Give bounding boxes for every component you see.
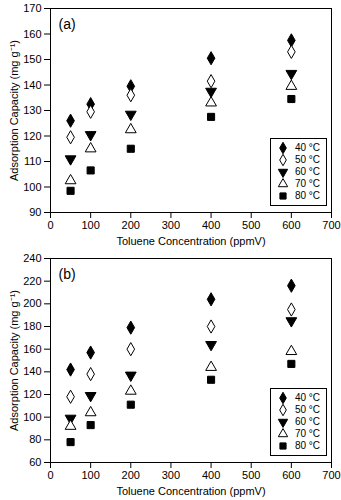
- svg-text:500: 500: [242, 219, 260, 231]
- svg-text:700: 700: [322, 469, 340, 481]
- svg-text:100: 100: [23, 411, 41, 423]
- html-text:50 °C: 50 °C: [294, 404, 320, 415]
- svg-text:Toluene Concentration (ppmV): Toluene Concentration (ppmV): [116, 235, 265, 247]
- svg-text:Adsorption Capacity (mg g⁻¹): Adsorption Capacity (mg g⁻¹): [8, 40, 20, 181]
- svg-text:100: 100: [81, 219, 99, 231]
- svg-text:160: 160: [23, 343, 41, 355]
- html-text:80 °C: 80 °C: [294, 440, 320, 451]
- svg-text:700: 700: [322, 219, 340, 231]
- svg-text:150: 150: [23, 53, 41, 65]
- svg-text:Toluene Concentration (ppmV): Toluene Concentration (ppmV): [116, 485, 265, 497]
- svg-text:0: 0: [47, 469, 53, 481]
- svg-text:240: 240: [23, 252, 41, 264]
- svg-text:300: 300: [162, 219, 180, 231]
- svg-text:400: 400: [202, 469, 220, 481]
- html-text:50 °C: 50 °C: [294, 154, 320, 165]
- svg-text:600: 600: [282, 469, 300, 481]
- html-text:60 °C: 60 °C: [294, 416, 320, 427]
- svg-text:400: 400: [202, 219, 220, 231]
- svg-text:140: 140: [23, 365, 41, 377]
- svg-text:300: 300: [162, 469, 180, 481]
- svg-text:180: 180: [23, 320, 41, 332]
- svg-text:500: 500: [242, 469, 260, 481]
- svg-text:160: 160: [23, 28, 41, 40]
- svg-text:60: 60: [29, 456, 41, 468]
- svg-text:140: 140: [23, 79, 41, 91]
- svg-text:220: 220: [23, 275, 41, 287]
- svg-text:120: 120: [23, 388, 41, 400]
- svg-text:80: 80: [29, 433, 41, 445]
- svg-text:100: 100: [23, 181, 41, 193]
- svg-text:(a): (a): [59, 16, 76, 32]
- svg-text:110: 110: [24, 155, 42, 167]
- svg-text:90: 90: [29, 206, 41, 218]
- html-text:40 °C: 40 °C: [294, 142, 320, 153]
- svg-text:200: 200: [122, 219, 140, 231]
- svg-text:600: 600: [282, 219, 300, 231]
- html-text:70 °C: 70 °C: [294, 178, 320, 189]
- svg-text:(b): (b): [59, 266, 76, 282]
- html-text:60 °C: 60 °C: [294, 166, 320, 177]
- svg-text:200: 200: [23, 297, 41, 309]
- svg-text:0: 0: [47, 219, 53, 231]
- svg-text:100: 100: [81, 469, 99, 481]
- svg-text:Adsorption Capacity (mg g⁻¹): Adsorption Capacity (mg g⁻¹): [8, 290, 20, 431]
- svg-text:170: 170: [23, 2, 41, 14]
- svg-text:130: 130: [23, 104, 41, 116]
- svg-text:120: 120: [23, 130, 41, 142]
- html-text:80 °C: 80 °C: [294, 190, 320, 201]
- html-text:40 °C: 40 °C: [294, 392, 320, 403]
- html-text:70 °C: 70 °C: [294, 428, 320, 439]
- svg-text:200: 200: [122, 469, 140, 481]
